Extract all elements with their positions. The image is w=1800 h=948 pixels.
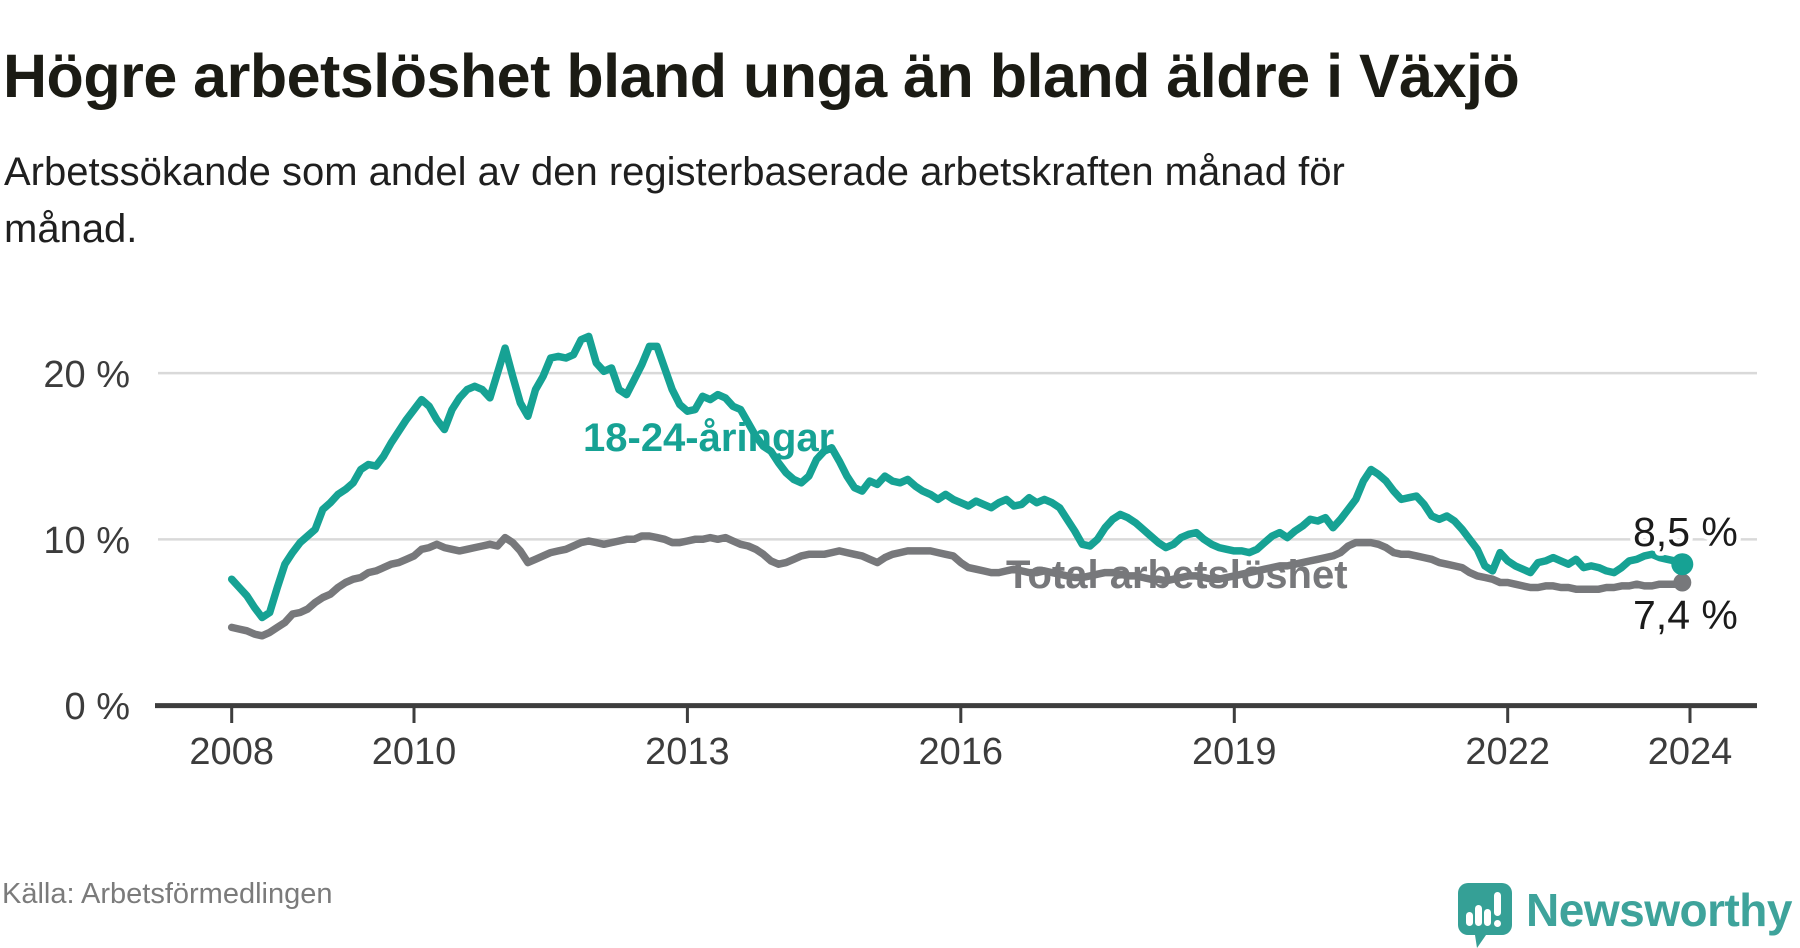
x-tick-2024: 2024 — [1648, 731, 1733, 773]
x-axis-ticks — [230, 706, 1692, 723]
y-tick-10: 10 % — [43, 520, 130, 562]
y-tick-0: 0 % — [65, 686, 130, 728]
source-credit: Källa: Arbetsförmedlingen — [2, 878, 333, 910]
young-unemployment-line — [227, 332, 1687, 622]
x-tick-2019: 2019 — [1192, 731, 1277, 773]
x-tick-2016: 2016 — [919, 731, 1004, 773]
newsworthy-wordmark: Newsworthy — [1526, 884, 1792, 936]
page-title: Högre arbetslöshet bland unga än bland ä… — [3, 41, 1520, 110]
total-line-end-dot — [1673, 573, 1692, 592]
total-series-label: Total arbetslöshet — [1006, 553, 1348, 597]
x-tick-2013: 2013 — [645, 731, 730, 773]
young-series-label: 18-24-åringar — [583, 416, 834, 460]
total-unemployment-line — [227, 532, 1687, 640]
newsworthy-logo[interactable]: Newsworthy — [1458, 883, 1792, 948]
x-tick-2008: 2008 — [189, 731, 274, 773]
chart-subtitle: Arbetssökande som andel av den registerb… — [4, 150, 1345, 251]
x-tick-2022: 2022 — [1465, 731, 1550, 773]
young-line-end-dot — [1671, 553, 1694, 576]
young-end-value-label: 8,5 % — [1633, 509, 1738, 555]
x-tick-2010: 2010 — [372, 731, 457, 773]
y-tick-20: 20 % — [43, 354, 130, 396]
newsworthy-speech-bubble-chart-icon — [1458, 883, 1513, 948]
total-end-value-label: 7,4 % — [1633, 592, 1738, 638]
